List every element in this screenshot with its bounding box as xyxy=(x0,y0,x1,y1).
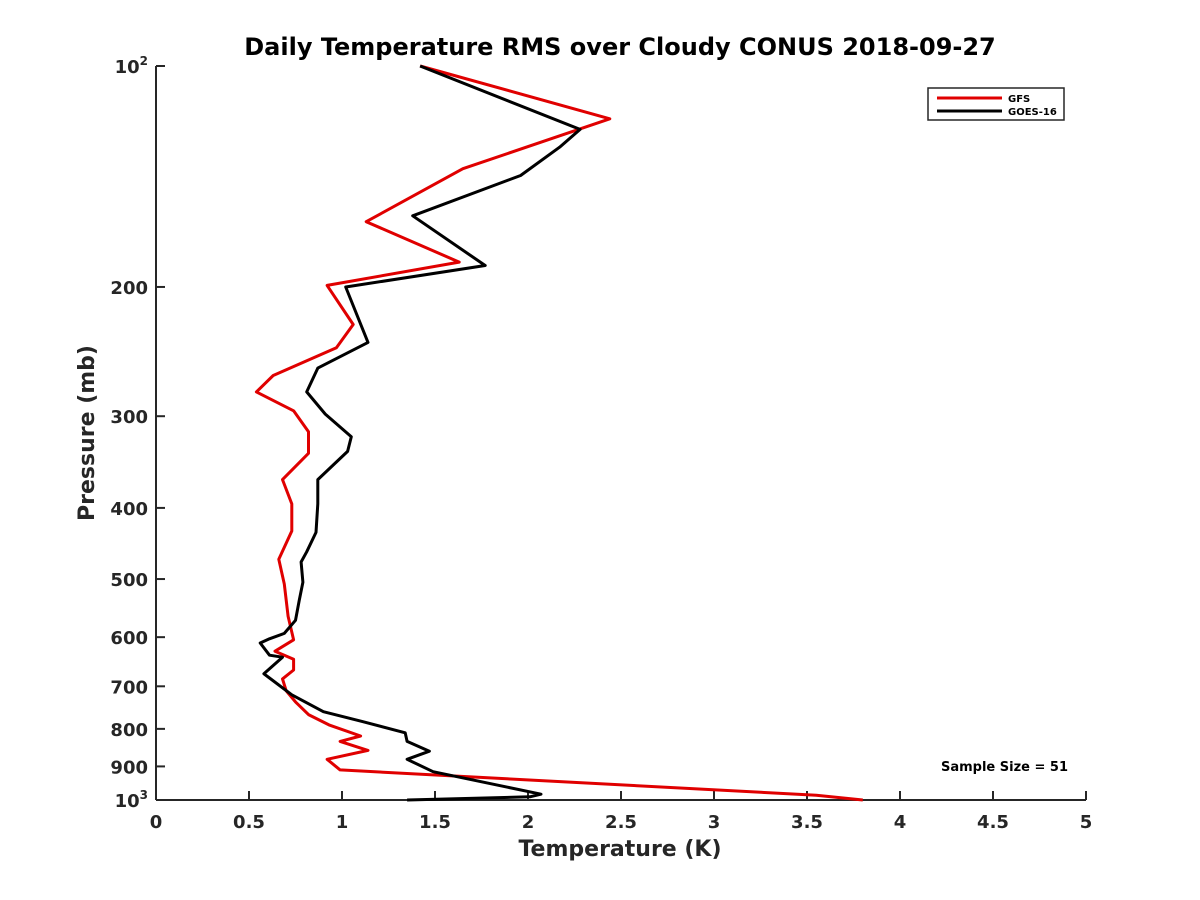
y-tick-label: 500 xyxy=(110,570,148,591)
x-tick-label: 0.5 xyxy=(233,812,265,833)
chart-title: Daily Temperature RMS over Cloudy CONUS … xyxy=(244,33,996,61)
plot-area: 0 0.5 1 1.5 2 2.5 3 3.5 4 4.5 5 102 200 300 400 500 600 7… xyxy=(110,54,1092,833)
x-tick-label: 1.5 xyxy=(419,812,451,833)
y-tick-label: 300 xyxy=(110,407,148,428)
x-tick-label: 5 xyxy=(1080,812,1093,833)
series-line-gfs xyxy=(254,64,863,802)
x-tick-label: 1 xyxy=(336,812,349,833)
x-tick-label: 2 xyxy=(522,812,535,833)
x-tick-label: 4.5 xyxy=(977,812,1009,833)
y-tick-label: 600 xyxy=(110,628,148,649)
legend-box xyxy=(927,87,1065,121)
sample-size-annotation: Sample Size = 51 xyxy=(941,760,1068,775)
y-tick-label: 900 xyxy=(110,757,148,778)
y-tick-label: 700 xyxy=(110,677,148,698)
x-tick-label: 4 xyxy=(894,812,907,833)
legend: GFS GOES-16 xyxy=(927,87,1065,121)
y-tick-label: 400 xyxy=(110,499,148,520)
y-tick-label: 103 xyxy=(115,788,148,812)
x-tick-label: 3.5 xyxy=(791,812,823,833)
y-tick-label: 102 xyxy=(115,54,148,78)
y-axis-label: Pressure (mb) xyxy=(75,345,100,521)
x-axis-label: Temperature (K) xyxy=(518,837,721,862)
legend-label-gfs: GFS xyxy=(1008,94,1030,105)
y-tick-label: 800 xyxy=(110,720,148,741)
x-tick-label: 0 xyxy=(150,812,163,833)
legend-label-goes-16: GOES-16 xyxy=(1008,107,1057,118)
series-line-goes-16 xyxy=(258,64,582,802)
x-tick-label: 2.5 xyxy=(605,812,637,833)
x-tick-label: 3 xyxy=(708,812,721,833)
y-tick-label: 200 xyxy=(110,278,148,299)
